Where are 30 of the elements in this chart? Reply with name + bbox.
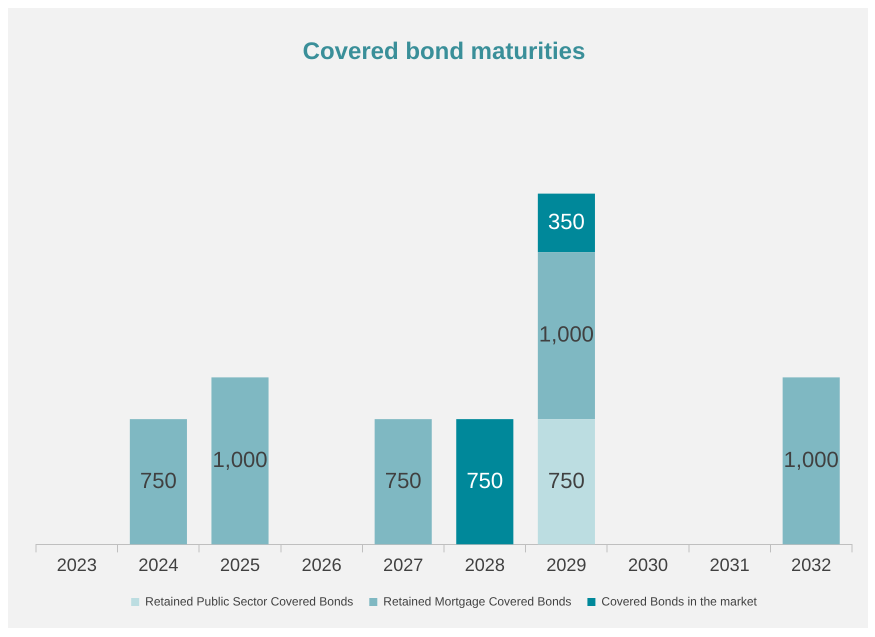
data-label: 1,000 [212, 446, 268, 472]
x-tick-label: 2024 [138, 555, 178, 576]
x-tick-label: 2029 [546, 555, 586, 576]
x-tick-label: 2026 [302, 555, 342, 576]
legend-label: Covered Bonds in the market [601, 594, 758, 608]
x-tick-label: 2030 [628, 555, 668, 576]
bar [538, 419, 595, 544]
data-label: 750 [384, 468, 422, 493]
x-tick-label: 2023 [56, 555, 97, 576]
data-label: 350 [548, 208, 585, 234]
x-tick-label: 2027 [383, 555, 424, 576]
bar [782, 377, 840, 544]
data-label: 750 [548, 468, 585, 493]
x-tick-label: 2032 [791, 555, 832, 576]
bar [538, 194, 595, 252]
legend-label: Retained Public Sector Covered Bonds [145, 594, 354, 608]
x-tick-label: 2028 [464, 555, 505, 576]
data-label: 750 [140, 468, 177, 493]
data-label: 750 [466, 468, 504, 493]
bar [374, 419, 432, 544]
bar [538, 252, 595, 420]
legend-label: Retained Mortgage Covered Bonds [383, 594, 572, 608]
data-label: 1,000 [538, 322, 594, 347]
bar [130, 419, 187, 544]
x-tick-label: 2031 [710, 555, 750, 576]
bar [211, 377, 269, 544]
data-label: 1,000 [784, 446, 839, 472]
chart-title: Covered bond maturities [302, 38, 586, 66]
bar [456, 419, 514, 544]
x-tick-label: 2025 [220, 555, 260, 576]
